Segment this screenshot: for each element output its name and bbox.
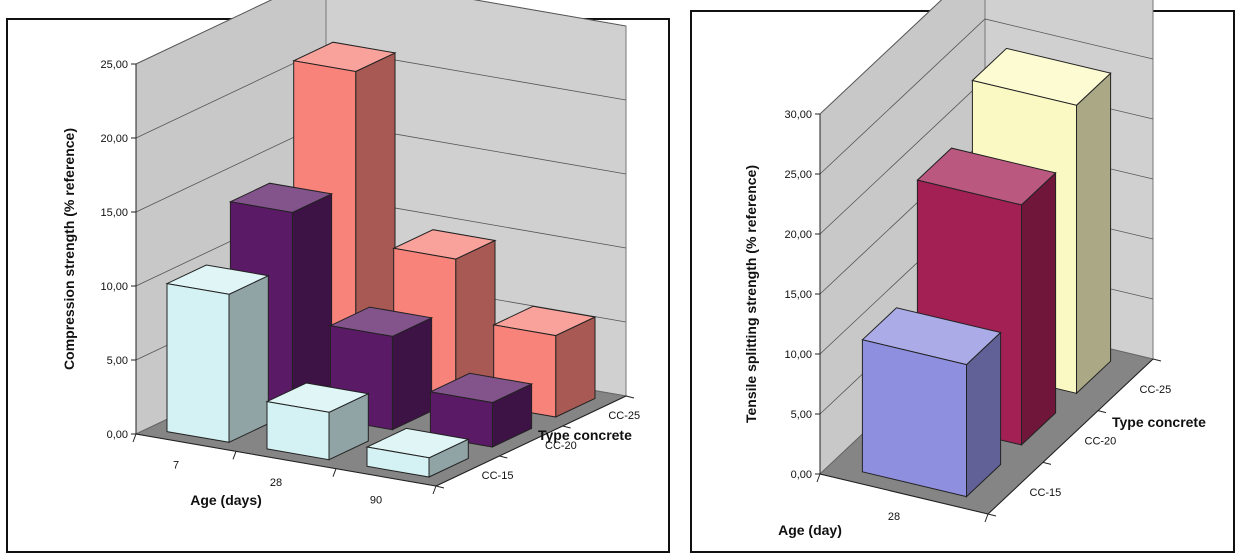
bar-side-face — [1021, 171, 1057, 447]
x-tick-mark — [816, 473, 821, 483]
y-axis-title: Tensile splitting strength (% reference) — [743, 165, 759, 423]
tensile-chart: 0,00 5,00 10,00 15,00 20,00 25,00 30,00 28 CC-15… — [743, 0, 1206, 538]
series-label: CC-15 — [1030, 487, 1062, 499]
z-tick-mark — [625, 395, 635, 399]
series-label: CC-25 — [608, 410, 640, 422]
x-axis-title: Age (day) — [778, 522, 842, 538]
x-axis-line — [819, 473, 989, 515]
y-tick-label: 15,00 — [100, 207, 128, 219]
x-tick-mark — [984, 513, 989, 523]
x-axis-title: Age (days) — [190, 492, 262, 508]
y-tick-label: 0,00 — [107, 429, 128, 441]
z-axis-title: Type concrete — [1112, 414, 1206, 430]
z-tick-mark — [499, 455, 508, 459]
y-tick-label: 5,00 — [107, 355, 128, 367]
y-tick-label: 15,00 — [784, 289, 812, 301]
x-tick-label: 7 — [173, 460, 179, 472]
series-label: CC-20 — [545, 440, 577, 452]
y-tick-label: 5,00 — [791, 409, 812, 421]
bar-cc-15-28 — [861, 307, 1002, 498]
z-axis-line — [987, 358, 1154, 515]
gridline — [135, 0, 627, 65]
x-tick-label: 90 — [370, 494, 382, 506]
y-tick-label: 20,00 — [784, 229, 812, 241]
z-tick-mark — [1152, 358, 1162, 362]
y-tick-label: 30,00 — [784, 109, 812, 121]
y-tick-label: 25,00 — [784, 169, 812, 181]
bar-side-face — [1076, 72, 1112, 395]
bar-cc-20-28 — [328, 306, 434, 431]
bar-side-face — [391, 317, 433, 431]
x-tick-mark — [132, 433, 137, 443]
x-tick-mark — [332, 468, 337, 477]
x-tick-mark — [432, 485, 437, 495]
z-axis-line — [435, 395, 627, 487]
y-tick-label: 0,00 — [791, 469, 812, 481]
gridline — [819, 0, 942, 115]
bar-front-face — [366, 446, 430, 478]
compression-chart: 0,00 5,00 10,00 15,00 20,00 25,00 7 28 90 CC-15 CC… — [61, 0, 640, 508]
series-label: CC-20 — [1085, 436, 1117, 448]
y-tick-label: 25,00 — [100, 59, 128, 71]
z-axis-title: Type concrete — [538, 427, 632, 443]
series-label: CC-25 — [1140, 384, 1172, 396]
y-tick-label: 10,00 — [100, 281, 128, 293]
tensile-chart-panel: 0,00 5,00 10,00 15,00 20,00 25,00 30,00 28 CC-15… — [690, 0, 1235, 553]
series-label: CC-15 — [482, 470, 514, 482]
gridline — [819, 18, 1154, 175]
bar-front-face — [166, 283, 230, 443]
x-tick-mark — [232, 451, 237, 460]
z-tick-mark — [987, 513, 997, 517]
z-tick-mark — [1042, 461, 1052, 465]
y-tick-label: 20,00 — [100, 133, 128, 145]
bar-side-face — [291, 193, 333, 414]
bar-side-face — [228, 274, 269, 444]
bar-cc-20-90 — [428, 372, 534, 448]
bar-cc-15-7 — [165, 264, 270, 444]
z-tick-mark — [1097, 410, 1107, 414]
z-tick-mark — [435, 485, 445, 489]
bar-front-face — [429, 391, 493, 448]
bar-front-face — [266, 401, 330, 461]
compression-chart-panel: 0,00 5,00 10,00 15,00 20,00 25,00 7 28 90 CC-15 CC… — [6, 0, 670, 553]
bar-cc-15-28 — [265, 382, 370, 461]
x-tick-label: 28 — [270, 477, 282, 489]
x-tick-label: 28 — [888, 511, 900, 523]
bar-front-face — [861, 339, 967, 498]
y-axis-title: Compression strength (% reference) — [61, 128, 77, 370]
y-tick-label: 10,00 — [784, 349, 812, 361]
bar-cc-15-90 — [365, 427, 470, 478]
x-axis-line — [135, 433, 437, 487]
z-tick-mark — [562, 425, 571, 429]
